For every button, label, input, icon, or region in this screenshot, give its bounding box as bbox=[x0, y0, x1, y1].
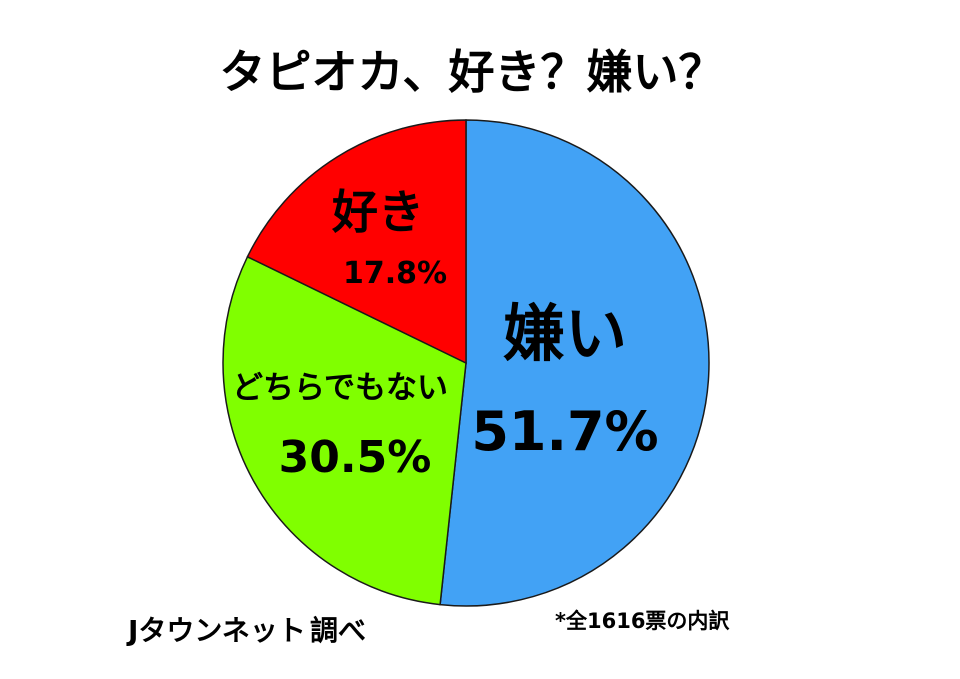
pie-slices bbox=[222, 119, 710, 607]
source-suffix: 調べ bbox=[310, 614, 366, 647]
slice-value-label: 51.7% bbox=[471, 400, 658, 463]
slice-value-label: 17.8% bbox=[343, 256, 447, 291]
pie-slice-1 bbox=[222, 255, 467, 606]
source-credit: Jタウンネット 調べ bbox=[126, 614, 366, 647]
vote-count-note: *全1616票の内訳 bbox=[555, 609, 730, 633]
pie-slice-2 bbox=[246, 119, 467, 365]
slice-label-group-dochira: どちらでもない 30.5% bbox=[232, 370, 448, 483]
slice-value-label: 30.5% bbox=[279, 432, 432, 483]
pie-slice-0 bbox=[439, 119, 710, 607]
slice-label-group-kirai: 嫌い 51.7% bbox=[471, 297, 658, 463]
slice-label: 好き bbox=[331, 185, 424, 239]
slice-label: 嫌い bbox=[503, 297, 627, 370]
slice-label: どちらでもない bbox=[232, 370, 448, 406]
source-logo: Jタウンネット bbox=[126, 614, 306, 647]
slice-label-group-suki: 好き 17.8% bbox=[331, 185, 447, 291]
chart-title: タピオカ、好き？嫌い？ bbox=[219, 45, 724, 99]
